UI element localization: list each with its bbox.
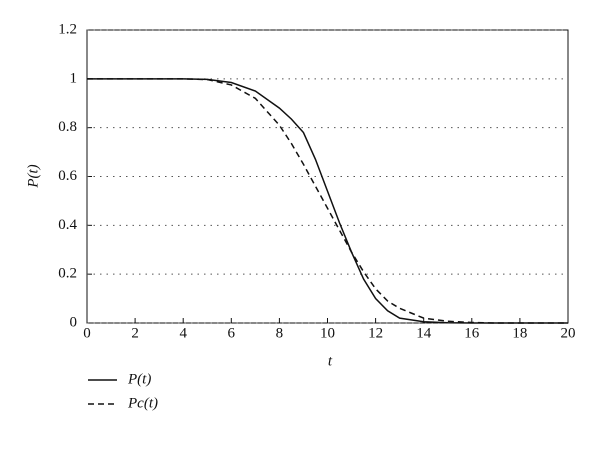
x-tick-label: 16: [464, 325, 480, 341]
x-tick-label: 14: [416, 325, 432, 341]
y-tick-label: 0.2: [58, 266, 77, 282]
series-line: [87, 78, 568, 324]
legend-label: P(t): [127, 371, 151, 387]
y-tick-label: 0: [70, 314, 78, 330]
y-tick-label: 0.4: [58, 217, 77, 233]
y-tick-label: 0.6: [58, 168, 77, 184]
x-tick-label: 6: [228, 325, 236, 341]
x-tick-label: 2: [131, 325, 139, 341]
y-tick-label: 1: [70, 70, 78, 86]
x-tick-label: 0: [83, 325, 91, 341]
x-axis-label: t: [328, 353, 333, 369]
x-tick-label: 18: [512, 325, 527, 341]
x-tick-label: 8: [276, 325, 284, 341]
x-tick-label: 20: [561, 325, 576, 341]
x-tick-label: 10: [320, 325, 335, 341]
y-axis-label: P(t): [25, 164, 41, 188]
x-tick-label: 12: [368, 325, 383, 341]
x-tick-label: 4: [179, 325, 187, 341]
y-tick-label: 0.8: [58, 119, 77, 135]
series-line: [87, 78, 568, 324]
legend-label: Pc(t): [127, 395, 158, 411]
y-tick-label: 1.2: [58, 21, 77, 37]
